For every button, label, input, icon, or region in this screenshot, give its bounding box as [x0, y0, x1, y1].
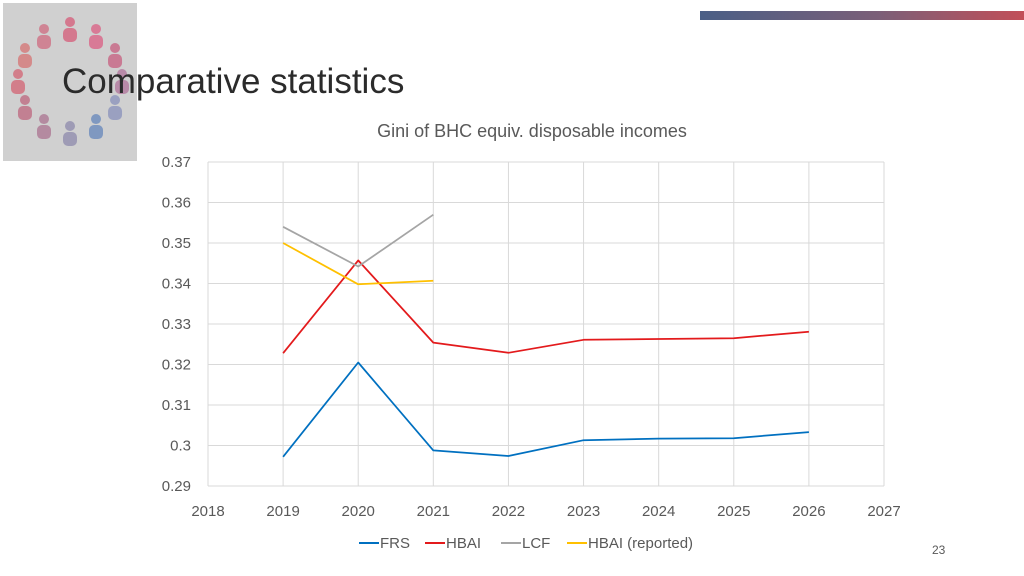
person-head-icon	[117, 69, 127, 79]
y-tick-label: 0.35	[162, 235, 191, 252]
series-line-hbai	[282, 259, 809, 354]
y-tick-label: 0.37	[162, 154, 191, 171]
series-line-frs	[282, 361, 809, 458]
x-tick-label: 2024	[642, 503, 675, 520]
people-circle-logo	[3, 3, 137, 161]
person-body-icon	[89, 125, 103, 140]
y-tick-label: 0.31	[162, 397, 191, 414]
series-line-lcf	[282, 213, 434, 268]
x-tick-label: 2023	[567, 503, 600, 520]
x-tick-label: 2020	[342, 503, 375, 520]
person-body-icon	[89, 34, 103, 49]
person-body-icon	[17, 54, 32, 68]
chart-series	[282, 213, 809, 458]
y-tick-label: 0.3	[170, 438, 191, 455]
person-body-icon	[108, 54, 123, 68]
x-tick-label: 2025	[717, 503, 750, 520]
chart-title: Gini of BHC equiv. disposable incomes	[377, 121, 687, 141]
person-body-icon	[108, 106, 123, 120]
x-tick-label: 2027	[867, 503, 900, 520]
person-body-icon	[63, 132, 77, 146]
header-accent-bar	[700, 11, 1024, 20]
legend-label: LCF	[522, 535, 550, 552]
x-tick-label: 2019	[266, 503, 299, 520]
legend-label: HBAI	[446, 535, 481, 552]
legend-label: FRS	[380, 535, 410, 552]
people-circle-icon	[11, 17, 129, 146]
y-tick-label: 0.36	[162, 195, 191, 212]
x-tick-label: 2021	[417, 503, 450, 520]
x-tick-label: 2018	[191, 503, 224, 520]
y-tick-label: 0.29	[162, 478, 191, 495]
person-head-icon	[65, 17, 75, 27]
person-head-icon	[65, 121, 75, 131]
x-axis-ticks: 2018 2019 2020 2021 2022 2023 2024 2025 2026 2027	[191, 503, 900, 520]
person-body-icon	[37, 125, 51, 140]
x-tick-label: 2022	[492, 503, 525, 520]
person-body-icon	[63, 28, 77, 42]
person-head-icon	[91, 23, 101, 34]
person-head-icon	[110, 95, 121, 105]
person-body-icon	[37, 34, 51, 49]
person-body-icon	[115, 80, 129, 94]
y-axis-ticks: 0.29 0.3 0.31 0.32 0.33 0.34 0.35 0.36 0.37	[162, 154, 191, 495]
y-tick-label: 0.34	[162, 276, 191, 293]
person-head-icon	[39, 114, 49, 125]
legend-label: HBAI (reported)	[588, 535, 693, 552]
chart-gridlines	[207, 161, 885, 487]
person-head-icon	[19, 95, 30, 105]
person-head-icon	[19, 43, 30, 53]
person-body-icon	[17, 106, 32, 120]
x-tick-label: 2026	[792, 503, 825, 520]
person-head-icon	[39, 23, 49, 34]
y-tick-label: 0.32	[162, 357, 191, 374]
person-body-icon	[11, 80, 25, 94]
person-head-icon	[91, 114, 101, 125]
series-line-hbai-reported	[282, 242, 434, 286]
page-number: 23	[932, 543, 946, 557]
person-head-icon	[110, 43, 121, 53]
slide-title: Comparative statistics	[62, 62, 405, 101]
person-head-icon	[13, 69, 23, 79]
y-tick-label: 0.33	[162, 316, 191, 333]
chart-legend: FRS HBAI LCF HBAI (reported)	[359, 535, 693, 552]
